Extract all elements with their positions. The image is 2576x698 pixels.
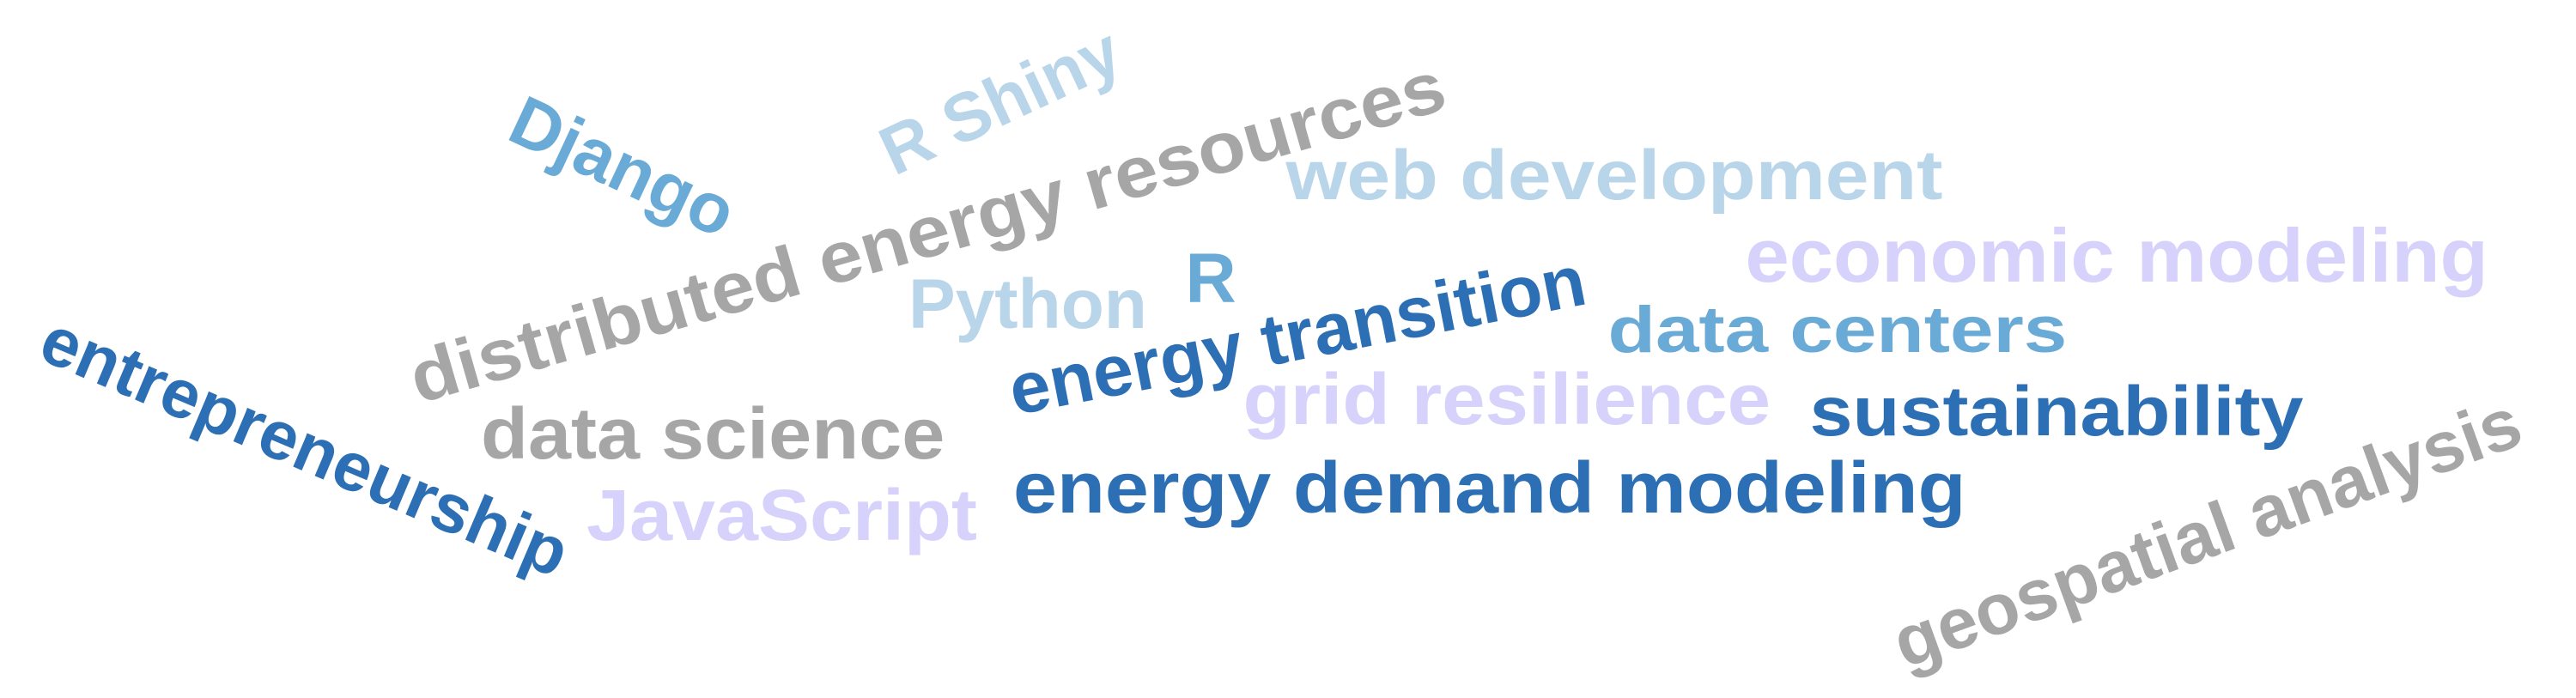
word-django: Django xyxy=(497,81,748,253)
word-web-development: web development xyxy=(1285,137,1943,215)
word-data-science: data science xyxy=(480,393,945,474)
word-energy-demand-modeling: energy demand modeling xyxy=(1013,447,1966,528)
word-python: Python xyxy=(908,265,1147,343)
word-grid-resilience: grid resilience xyxy=(1242,359,1771,440)
word-economic-modeling: economic modeling xyxy=(1745,213,2488,298)
word-javascript: JavaScript xyxy=(586,475,977,555)
word-data-centers: data centers xyxy=(1607,294,2068,367)
word-sustainability: sustainability xyxy=(1809,373,2304,451)
word-r: R xyxy=(1185,240,1236,318)
